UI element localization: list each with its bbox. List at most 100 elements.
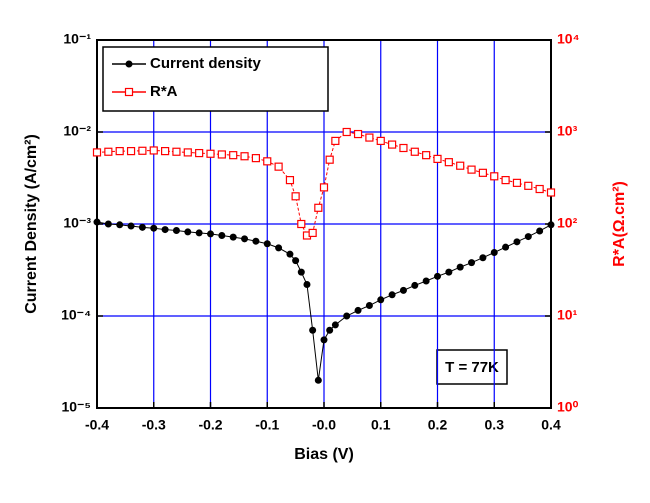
data-point <box>263 157 272 166</box>
data-point <box>303 280 311 288</box>
x-tick-label: 0.4 <box>541 417 561 433</box>
data-point <box>343 312 351 320</box>
data-point <box>353 129 363 139</box>
data-point <box>501 176 510 185</box>
data-point <box>252 237 260 245</box>
data-point <box>536 227 544 235</box>
data-point <box>456 161 465 170</box>
data-point <box>195 148 204 158</box>
data-point <box>138 146 147 155</box>
data-point <box>92 148 102 157</box>
data-point <box>172 147 181 156</box>
x-tick-label: 0.3 <box>485 417 505 433</box>
data-point <box>115 146 124 156</box>
y-tick-label: 10⁻⁴ <box>61 307 91 323</box>
data-point <box>161 226 169 234</box>
data-point <box>104 220 112 228</box>
data-point <box>149 146 158 155</box>
data-point <box>150 224 158 232</box>
data-point <box>308 228 317 238</box>
data-point <box>286 250 294 258</box>
data-point <box>240 152 249 161</box>
y2-tick-label: 10⁴ <box>557 31 580 47</box>
data-point <box>513 238 521 246</box>
data-point <box>467 165 476 174</box>
y-tick-label: 10⁻⁵ <box>61 399 91 415</box>
data-point <box>399 143 408 153</box>
data-point <box>331 321 339 329</box>
data-point <box>326 326 334 334</box>
data-point <box>314 376 322 384</box>
data-point <box>314 203 323 212</box>
data-point <box>297 268 305 276</box>
data-point <box>184 228 192 236</box>
data-point <box>229 233 237 241</box>
data-point <box>456 263 464 271</box>
x-tick-label: 0.2 <box>428 417 448 433</box>
data-point <box>309 326 317 334</box>
data-point <box>138 223 146 231</box>
x-tick-label: -0.2 <box>198 417 222 433</box>
data-point <box>292 257 300 265</box>
data-point <box>388 291 396 299</box>
y2-tick-label: 10² <box>557 215 578 231</box>
data-point <box>183 148 192 157</box>
legend-marker <box>124 87 134 97</box>
data-point <box>468 259 476 267</box>
y-tick-label: 10⁻¹ <box>63 31 91 47</box>
data-point <box>274 162 283 171</box>
legend-label: R*A <box>150 83 178 100</box>
x-tick-label: -0.1 <box>255 417 279 433</box>
x-tick-label: 0.1 <box>371 417 391 433</box>
data-point <box>263 240 271 248</box>
data-point <box>217 150 226 159</box>
data-point <box>490 172 499 181</box>
x-tick-label: -0.0 <box>312 417 336 433</box>
y-tick-label: 10⁻³ <box>63 215 91 231</box>
data-point <box>320 336 328 344</box>
data-point <box>422 151 431 160</box>
data-point <box>377 296 385 304</box>
data-point <box>126 146 136 156</box>
data-point <box>291 192 300 201</box>
data-point <box>411 281 419 289</box>
y2-tick-label: 10¹ <box>557 307 578 323</box>
data-point <box>275 244 283 252</box>
x-tick-label: -0.3 <box>142 417 166 433</box>
data-point <box>365 302 373 310</box>
data-point <box>172 226 180 234</box>
annotation-box <box>436 349 508 385</box>
data-point <box>399 286 407 294</box>
data-point <box>285 176 295 185</box>
data-point <box>524 181 533 190</box>
data-point <box>524 233 532 241</box>
data-point <box>490 249 498 257</box>
legend-box <box>102 46 329 112</box>
data-point <box>104 147 113 156</box>
data-point <box>376 136 385 146</box>
data-point <box>410 147 419 156</box>
data-point <box>195 229 203 237</box>
data-point <box>127 222 135 230</box>
data-point <box>547 221 555 229</box>
y2-tick-label: 10⁰ <box>557 399 579 415</box>
legend-marker <box>125 60 133 68</box>
data-point <box>479 254 487 262</box>
data-point <box>325 155 334 164</box>
y2-tick-label: 10³ <box>557 123 578 139</box>
data-point <box>116 221 124 229</box>
data-point <box>478 168 487 177</box>
data-point <box>444 158 453 167</box>
data-point <box>365 133 374 142</box>
data-point <box>342 127 351 137</box>
data-point <box>161 146 170 156</box>
data-point <box>434 272 441 280</box>
data-point <box>502 243 510 251</box>
data-point <box>422 277 430 285</box>
data-point <box>206 149 215 158</box>
data-point <box>297 219 306 229</box>
data-point <box>535 184 544 194</box>
annotation: T = 77K <box>445 359 499 376</box>
data-point <box>218 231 226 239</box>
